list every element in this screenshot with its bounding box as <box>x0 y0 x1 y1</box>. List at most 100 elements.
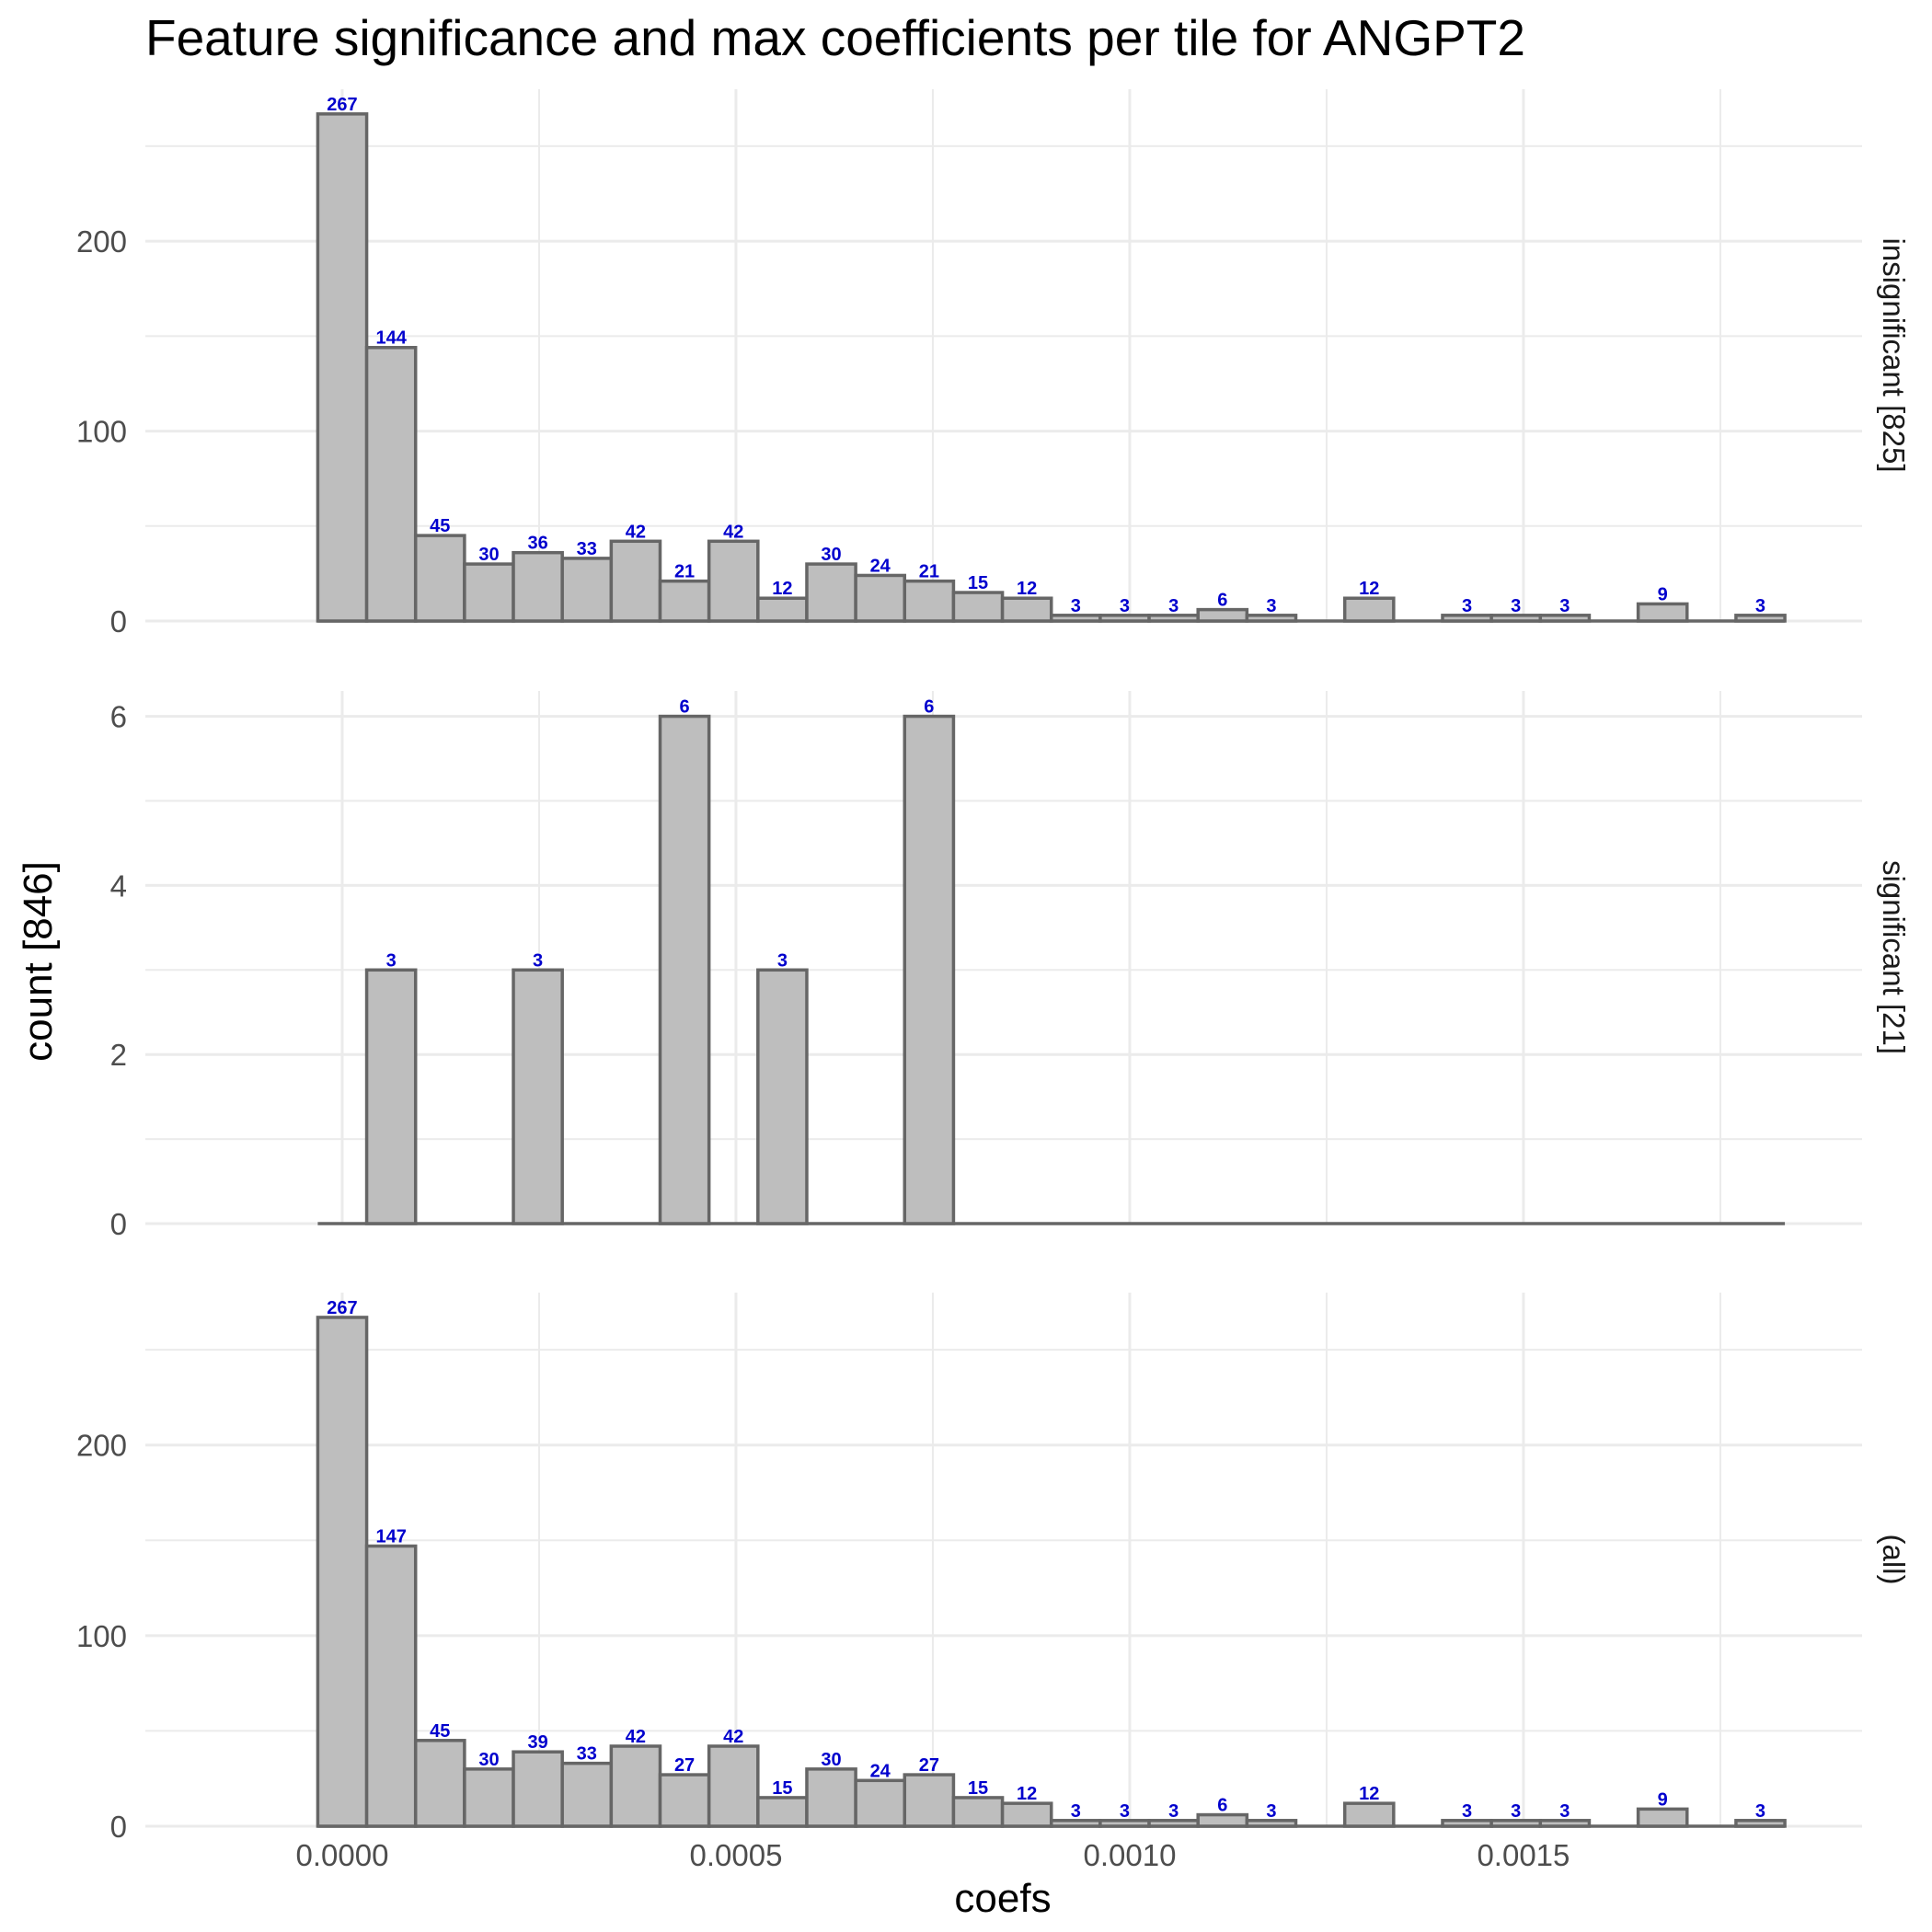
histogram-bar <box>658 1773 711 1828</box>
count-label: 3 <box>1755 596 1765 616</box>
x-axis-ticks: 0.0000 0.0005 0.0010 0.0015 <box>296 1838 1570 1872</box>
count-label: 24 <box>870 1761 891 1781</box>
count-label: 144 <box>375 328 407 349</box>
histogram-bar <box>658 579 711 623</box>
y-tick-label: 200 <box>76 224 127 259</box>
y-tick-label: 0 <box>110 1810 127 1844</box>
count-label: 3 <box>1168 596 1179 616</box>
histogram-bar <box>707 1744 760 1828</box>
histogram-bar <box>1245 1819 1298 1828</box>
count-label: 12 <box>1017 1784 1037 1804</box>
histogram-bar <box>1000 596 1053 623</box>
y-tick-label: 0 <box>110 604 127 638</box>
y-tick-label: 100 <box>76 1619 127 1653</box>
facet-panel: 0 2 4 6 3 3 6 3 6 significant [21] <box>110 691 1911 1241</box>
count-label: 33 <box>577 1744 597 1765</box>
histogram-bar <box>512 550 564 623</box>
count-label: 3 <box>1071 596 1081 616</box>
count-label: 27 <box>674 1755 695 1776</box>
y-tick-label: 2 <box>110 1038 127 1072</box>
count-label: 36 <box>527 534 547 554</box>
histogram-bar <box>1000 1801 1053 1828</box>
y-tick-label: 100 <box>76 415 127 449</box>
y-tick-label: 4 <box>110 868 127 903</box>
histogram-bar <box>903 1773 956 1828</box>
count-label: 12 <box>1359 579 1379 599</box>
histogram-bar <box>756 596 809 623</box>
facet-strip-label: significant [21] <box>1877 860 1911 1054</box>
count-label: 12 <box>1017 579 1037 599</box>
histogram-bar <box>1538 614 1592 623</box>
histogram-bar <box>756 968 809 1225</box>
histogram-bar <box>364 1544 418 1828</box>
count-label: 3 <box>1120 596 1130 616</box>
histogram-bar <box>316 112 369 623</box>
histogram-bar <box>707 539 760 623</box>
histogram-bar <box>1636 602 1689 623</box>
y-axis-title: count [846] <box>16 861 61 1062</box>
histogram-bar <box>951 591 1005 623</box>
histogram-bar <box>658 714 711 1225</box>
y-tick-label: 0 <box>110 1207 127 1241</box>
histogram-bar <box>1538 1819 1592 1828</box>
count-label: 9 <box>1658 584 1668 604</box>
count-label: 42 <box>626 522 646 542</box>
count-label: 9 <box>1658 1789 1668 1810</box>
histogram-bar <box>560 1761 614 1828</box>
x-tick-label: 0.0000 <box>296 1838 389 1872</box>
histogram-bar <box>512 968 564 1225</box>
count-label: 6 <box>1217 1796 1227 1816</box>
count-label: 3 <box>1462 596 1472 616</box>
count-label: 42 <box>626 1727 646 1747</box>
histogram-bar <box>1734 1819 1787 1828</box>
histogram-bar <box>1342 596 1396 623</box>
count-label: 3 <box>1120 1801 1130 1822</box>
count-label: 30 <box>821 1750 841 1770</box>
y-tick-label: 6 <box>110 700 127 734</box>
histogram-bar <box>805 562 857 623</box>
y-tick-label: 200 <box>76 1429 127 1463</box>
facet-strip-label: (all) <box>1877 1535 1911 1585</box>
count-label: 15 <box>968 573 988 593</box>
count-label: 15 <box>968 1778 988 1799</box>
count-label: 3 <box>1559 1801 1570 1822</box>
histogram-bar <box>854 573 907 623</box>
histogram-bar <box>413 534 466 623</box>
count-label: 3 <box>533 950 543 971</box>
x-tick-label: 0.0010 <box>1083 1838 1176 1872</box>
count-label: 3 <box>1266 1801 1276 1822</box>
count-label: 3 <box>386 950 397 971</box>
histogram-bar <box>364 968 418 1225</box>
histogram-bar <box>1196 607 1249 623</box>
count-label: 21 <box>919 562 939 582</box>
histogram-bar <box>903 714 956 1225</box>
count-label: 3 <box>1266 596 1276 616</box>
count-label: 33 <box>577 539 597 559</box>
count-label: 147 <box>375 1527 406 1547</box>
histogram-bar <box>1636 1807 1689 1828</box>
histogram-bar <box>316 1316 369 1828</box>
count-label: 45 <box>430 1721 450 1742</box>
histogram-bar <box>1245 614 1298 623</box>
x-tick-label: 0.0015 <box>1477 1838 1570 1872</box>
histogram-bar <box>756 1796 809 1828</box>
count-label: 30 <box>821 545 841 565</box>
histogram-bar <box>805 1767 857 1828</box>
count-label: 24 <box>870 556 891 576</box>
histogram-bar <box>609 539 662 623</box>
count-label: 3 <box>1071 1801 1081 1822</box>
count-label: 27 <box>919 1755 939 1776</box>
histogram-bar <box>609 1744 662 1828</box>
histogram-bar <box>951 1796 1005 1828</box>
count-label: 21 <box>674 562 695 582</box>
count-label: 3 <box>1511 596 1521 616</box>
histogram-bar <box>413 1739 466 1828</box>
histogram-bar <box>463 1767 515 1828</box>
histogram-bar <box>364 345 418 623</box>
histogram-bar <box>512 1750 564 1828</box>
histogram-bar <box>903 579 956 623</box>
histogram-bar <box>1342 1801 1396 1828</box>
histogram-bar <box>854 1778 907 1828</box>
